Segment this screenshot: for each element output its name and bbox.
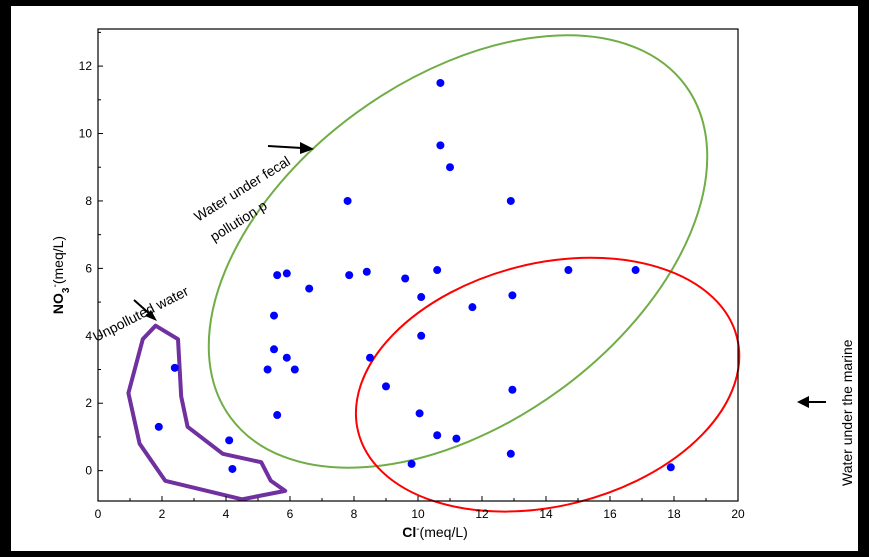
region-marine-ellipse — [354, 256, 741, 513]
x-tick-label: 2 — [159, 507, 166, 521]
data-point — [282, 353, 291, 362]
arrow-unpolluted-head — [145, 310, 157, 321]
figure-background — [11, 6, 858, 551]
x-tick-label: 18 — [667, 507, 681, 521]
y-tick-label: 12 — [79, 59, 93, 73]
x-tick-label: 12 — [475, 507, 489, 521]
data-point — [468, 303, 477, 312]
data-point — [345, 271, 354, 280]
data-point — [382, 382, 390, 391]
arrow-marine-influence — [797, 396, 826, 408]
data-point — [508, 385, 517, 394]
data-point — [407, 459, 416, 468]
data-point — [290, 365, 299, 374]
data-point — [270, 345, 278, 354]
arrow-fecal-head — [300, 142, 314, 154]
data-point — [666, 463, 675, 472]
y-tick-label: 2 — [85, 396, 92, 410]
arrow-fecal-line — [267, 145, 303, 149]
data-point — [273, 411, 282, 420]
x-axis-title-unit: (meq/L) — [420, 524, 468, 540]
x-tick-label: 4 — [223, 507, 230, 521]
x-tick-label: 6 — [287, 507, 294, 521]
x-axis-title: Cl-(meq/L) — [402, 524, 468, 541]
x-tick-label: 8 — [351, 507, 358, 521]
y-tick-label: 10 — [79, 127, 93, 141]
arrow-marine-head — [797, 396, 809, 408]
data-point — [564, 266, 573, 275]
region-fecal-ellipse — [207, 34, 709, 469]
y-axis-title-sup: - — [50, 284, 61, 287]
data-point — [270, 311, 278, 320]
data-point — [362, 267, 371, 276]
data-point — [170, 363, 179, 372]
y-axis-title: NO3-(meq/L) — [50, 236, 72, 314]
x-tick-label: 20 — [731, 507, 745, 521]
data-point — [415, 409, 424, 418]
x-axis-title-main: Cl — [402, 524, 416, 540]
y-axis-title-main: NO — [50, 293, 66, 314]
y-axis-title-unit: (meq/L) — [50, 236, 66, 284]
data-point — [436, 78, 445, 87]
y-tick-label: 6 — [85, 261, 92, 275]
regions-layer — [126, 34, 741, 513]
y-axis-title-sub: 3 — [61, 287, 72, 293]
data-point — [506, 196, 515, 205]
data-point — [433, 431, 442, 440]
x-tick-label: 0 — [95, 507, 102, 521]
data-point — [263, 365, 272, 374]
arrow-unpolluted-water — [133, 299, 157, 321]
data-point — [154, 422, 163, 431]
data-point — [228, 464, 237, 473]
annotation-marine-line1: Water under the marine — [839, 339, 855, 486]
data-point — [366, 353, 374, 362]
region-unpolluted-polygon — [126, 323, 288, 502]
data-point — [506, 449, 515, 458]
x-tick-label: 10 — [411, 507, 425, 521]
x-axis-title-sup: - — [416, 524, 419, 535]
data-point — [446, 163, 454, 172]
data-point — [631, 266, 640, 275]
data-point — [508, 291, 517, 300]
x-tick-label: 14 — [539, 507, 553, 521]
y-tick-label: 0 — [85, 464, 92, 478]
points-layer — [154, 78, 675, 473]
data-point — [436, 141, 445, 150]
data-point — [401, 274, 410, 283]
x-tick-label: 16 — [603, 507, 617, 521]
data-point — [433, 266, 442, 275]
arrow-fecal-pollution — [267, 142, 314, 154]
data-point — [282, 269, 291, 278]
y-tick-label: 4 — [85, 329, 92, 343]
data-point — [452, 434, 461, 443]
data-point — [343, 196, 352, 205]
data-point — [305, 284, 314, 293]
data-point — [225, 436, 234, 445]
data-point — [273, 271, 282, 280]
y-tick-label: 8 — [85, 194, 92, 208]
annotation-marine-line2: influence — [856, 370, 869, 432]
data-point — [417, 331, 426, 340]
data-point — [417, 293, 426, 302]
ticks-layer: 0 2 4 6 8 10 12 14 16 18 20 0 2 4 6 8 10 12 — [79, 31, 745, 521]
